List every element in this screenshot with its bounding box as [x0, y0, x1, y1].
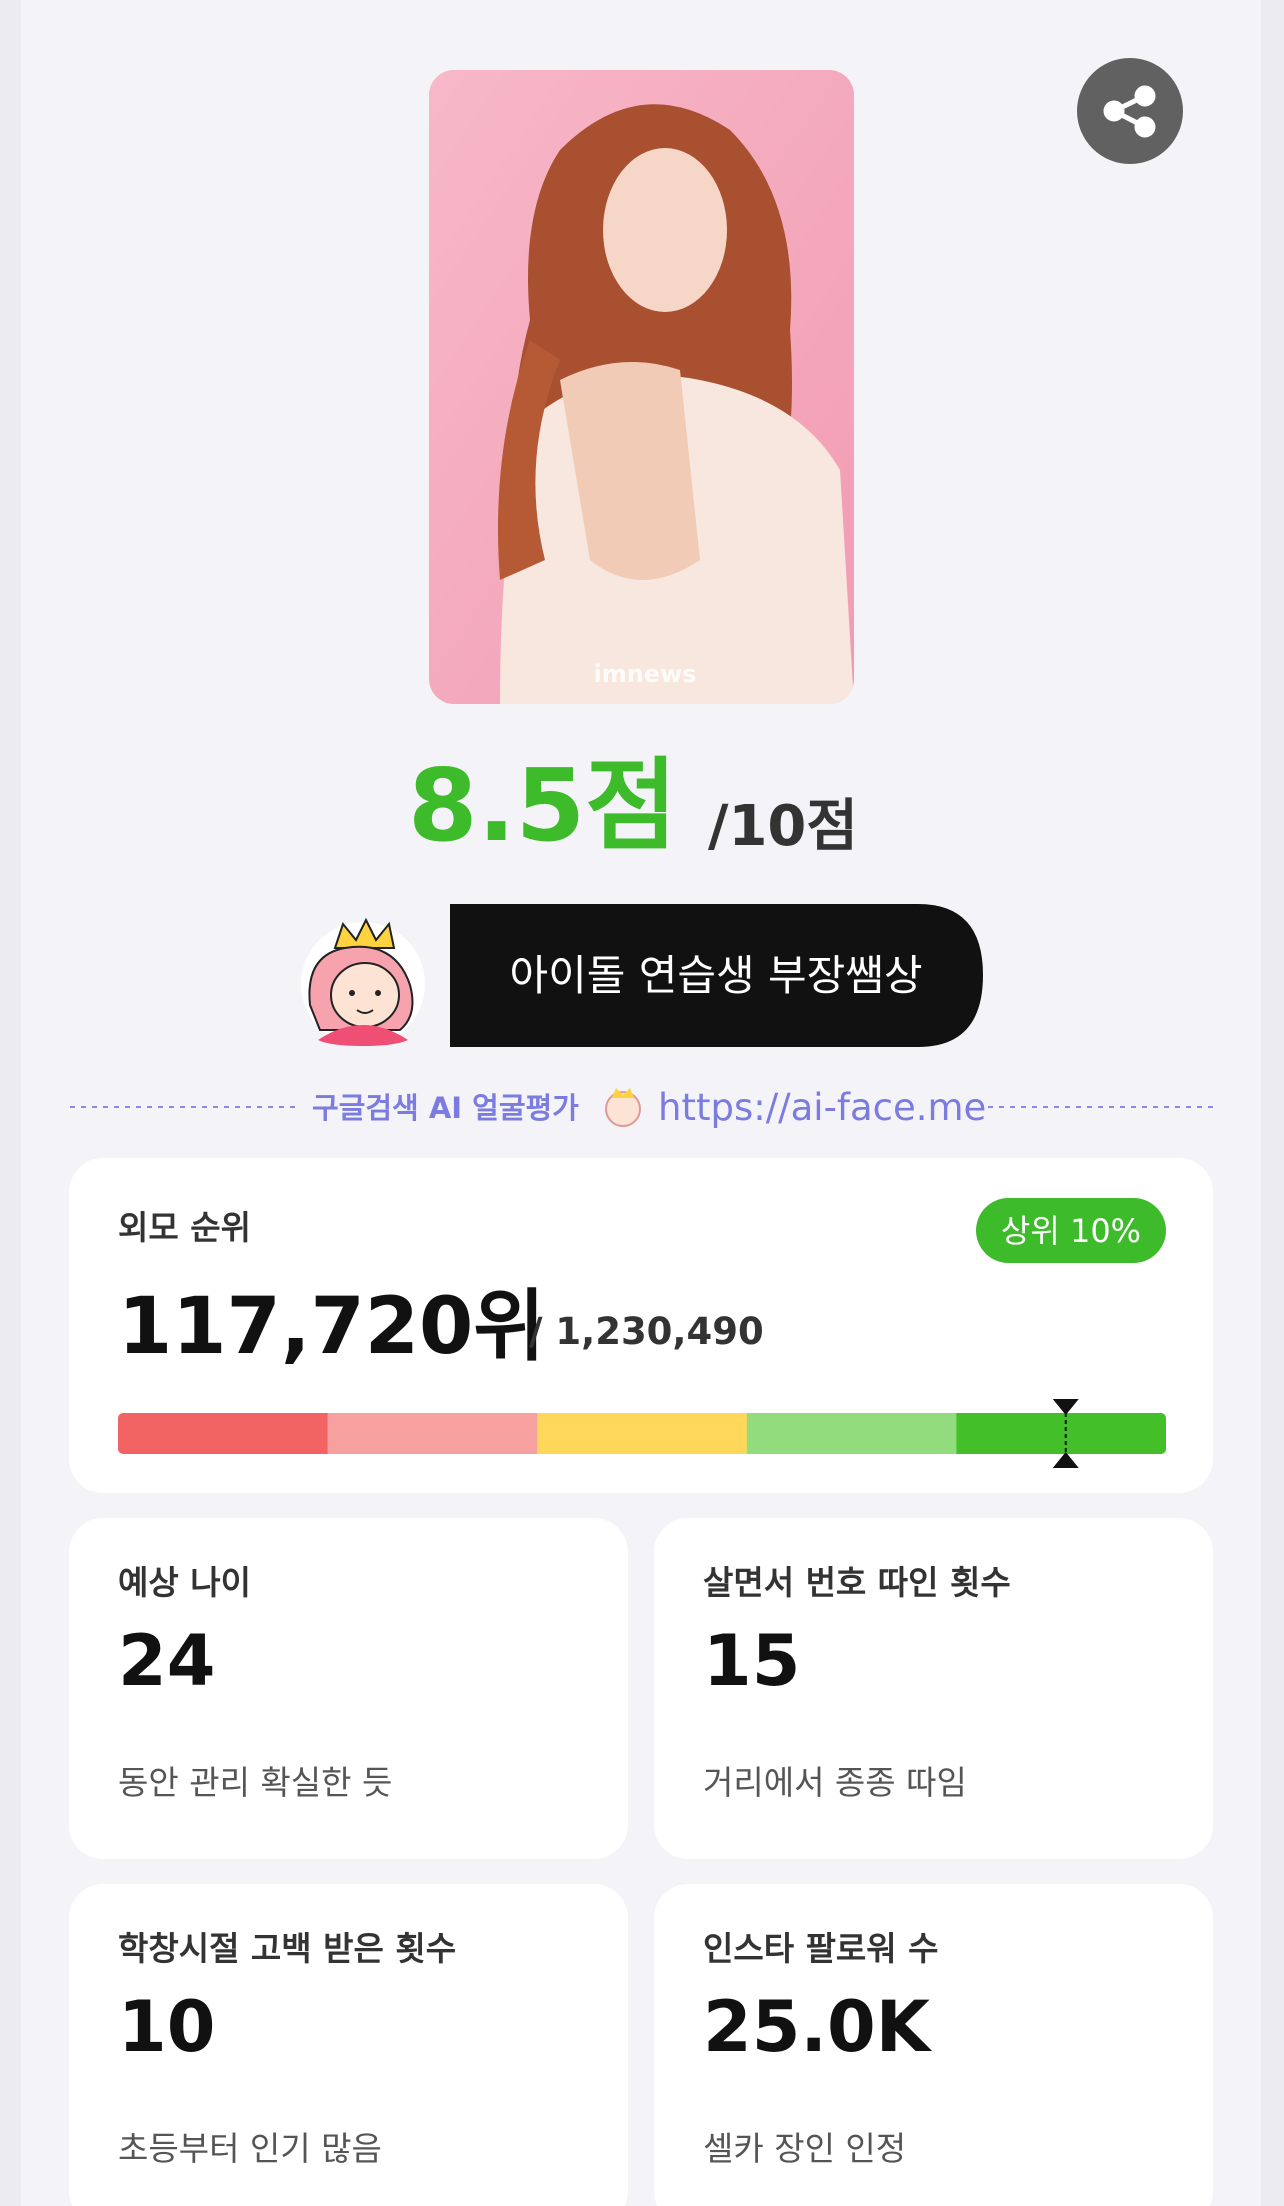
marker-top [1052, 1399, 1079, 1415]
avatar [301, 917, 425, 1046]
stat-desc: 거리에서 종종 따임 [703, 1763, 967, 1802]
bar-segments [118, 1413, 1166, 1454]
share-button[interactable] [1077, 58, 1183, 164]
stat-value: 15 [703, 1620, 800, 1702]
stat-label: 살면서 번호 따인 횟수 [703, 1563, 1011, 1602]
promo-label: 구글검색 AI 얼굴평가 [312, 1091, 579, 1125]
rank-value: 117,720위 [118, 1282, 545, 1372]
stat-card [654, 1884, 1213, 2206]
score-value: 8.5점 [408, 747, 677, 864]
stat-label: 인스타 팔로워 수 [703, 1929, 939, 1968]
rank-badge-text: 상위 10% [1001, 1212, 1141, 1250]
stat-desc: 동안 관리 확실한 듯 [118, 1763, 392, 1802]
stat-value: 24 [118, 1620, 215, 1702]
type-badge [450, 904, 983, 1047]
type-badge-text: 아이돌 연습생 부장쌤상 [509, 951, 922, 1000]
stats-grid: 예상 나이 24 동안 관리 확실한 듯 살면서 번호 따인 횟수 15 거리에서 종종 … [69, 1518, 1213, 2206]
rank-bar [118, 1399, 1166, 1468]
rank-card [69, 1158, 1213, 1493]
marker-bottom [1052, 1452, 1079, 1468]
bar-segment [956, 1413, 1166, 1454]
photo-watermark: imnews [593, 660, 696, 688]
promo-icon [605, 1088, 641, 1127]
stat-label: 학창시절 고백 받은 횟수 [118, 1929, 456, 1968]
bar-segment [537, 1413, 748, 1454]
stat-desc: 초등부터 인기 많음 [118, 2129, 382, 2168]
stat-card [69, 1518, 628, 1859]
stat-desc: 셀카 장인 인정 [703, 2129, 906, 2168]
stat-card [69, 1884, 628, 2206]
stat-value: 10 [118, 1986, 215, 2068]
bar-segment [327, 1413, 538, 1454]
rank-badge [976, 1198, 1166, 1263]
profile-photo: imnews [429, 70, 854, 704]
rank-marker [1052, 1399, 1079, 1468]
bar-segment [746, 1413, 957, 1454]
score-max: /10점 [708, 794, 858, 859]
rank-total: / 1,230,490 [529, 1310, 764, 1353]
rank-title: 외모 순위 [118, 1208, 251, 1247]
bar-segment [118, 1413, 329, 1454]
promo-url[interactable]: https://ai-face.me [658, 1086, 986, 1129]
stat-label: 예상 나이 [118, 1563, 251, 1602]
stat-card [654, 1518, 1213, 1859]
stat-value: 25.0K [703, 1986, 933, 2068]
